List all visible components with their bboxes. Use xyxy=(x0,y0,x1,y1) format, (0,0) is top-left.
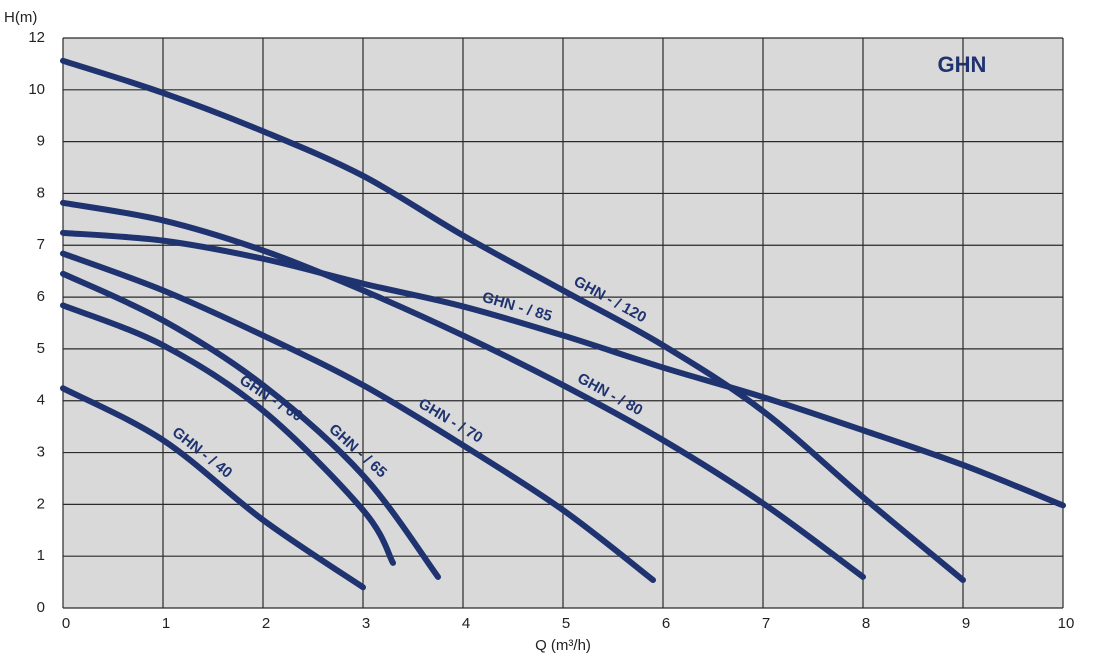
x-tick-label: 10 xyxy=(1058,615,1075,632)
curve xyxy=(60,302,396,566)
y-tick-label: 5 xyxy=(37,340,45,357)
x-axis-label: Q (m³/h) xyxy=(535,637,591,654)
y-tick-label: 1 xyxy=(37,547,45,564)
x-tick-label: 2 xyxy=(262,615,270,632)
x-tick-label: 9 xyxy=(962,615,970,632)
y-tick-label: 8 xyxy=(37,184,45,201)
y-tick-label: 0 xyxy=(37,599,45,616)
y-tick-label: 6 xyxy=(37,288,45,305)
y-tick-label: 9 xyxy=(37,133,45,150)
x-tick-label: 0 xyxy=(62,615,70,632)
y-tick-label: 3 xyxy=(37,444,45,461)
y-axis-label: H(m) xyxy=(4,9,37,26)
x-tick-label: 4 xyxy=(462,615,470,632)
curve xyxy=(60,385,366,591)
curve xyxy=(60,250,656,584)
y-tick-label: 10 xyxy=(28,81,45,98)
x-tick-label: 1 xyxy=(162,615,170,632)
curve xyxy=(60,229,1066,509)
x-tick-label: 3 xyxy=(362,615,370,632)
chart-title: GHN xyxy=(938,52,987,77)
curve xyxy=(60,199,866,580)
x-tick-label: 7 xyxy=(762,615,770,632)
y-tick-label: 12 xyxy=(28,29,45,46)
curve xyxy=(60,270,441,580)
y-tick-label: 2 xyxy=(37,495,45,512)
y-tick-label: 4 xyxy=(37,392,45,409)
y-tick-label: 7 xyxy=(37,236,45,253)
x-tick-label: 6 xyxy=(662,615,670,632)
curve xyxy=(60,57,966,584)
x-tick-label: 5 xyxy=(562,615,570,632)
x-tick-label: 8 xyxy=(862,615,870,632)
